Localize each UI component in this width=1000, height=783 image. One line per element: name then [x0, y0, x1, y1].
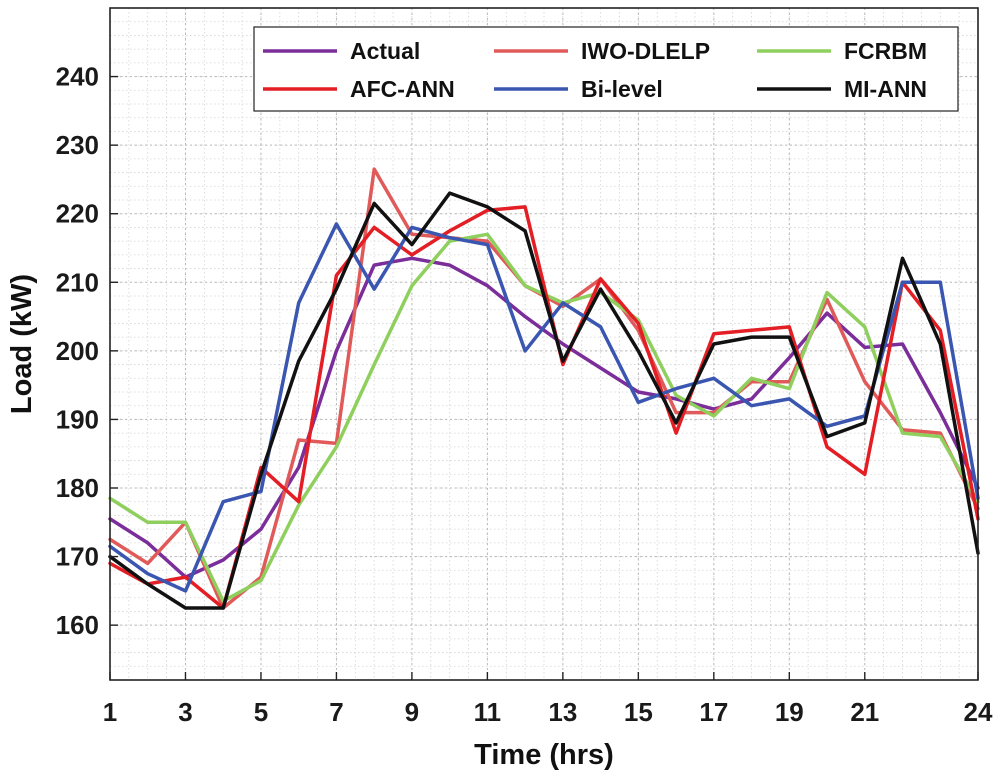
y-tick-label: 240	[56, 62, 99, 92]
series-layer	[108, 167, 980, 610]
ticks	[109, 75, 979, 680]
x-tick-label: 21	[850, 697, 879, 727]
legend-label-bi-level: Bi-level	[581, 76, 663, 102]
x-tick-label: 11	[474, 697, 502, 727]
x-tick-label: 15	[624, 697, 653, 727]
legend-label-iwo-dlelp: IWO-DLELP	[581, 38, 710, 64]
series-line-mi-ann	[108, 191, 980, 610]
y-tick-label: 220	[56, 199, 99, 229]
x-tick-label: 17	[699, 697, 728, 727]
y-tick-label: 230	[56, 130, 99, 160]
y-tick-label: 170	[56, 542, 99, 572]
legend-label-fcrbm: FCRBM	[844, 38, 927, 64]
legend: Actual IWO-DLELP FCRBM AFC-ANN Bi-level …	[253, 26, 959, 112]
y-tick-label: 190	[56, 404, 99, 434]
x-tick-label: 5	[254, 697, 268, 727]
x-tick-label: 13	[548, 697, 577, 727]
y-tick-label: 180	[56, 473, 99, 503]
y-tick-label: 200	[56, 336, 99, 366]
legend-label-actual: Actual	[350, 38, 420, 64]
x-tick-label: 7	[329, 697, 343, 727]
x-tick-label: 24	[964, 697, 993, 727]
y-axis-label: Load (kW)	[6, 274, 38, 414]
legend-box	[253, 26, 959, 112]
x-tick-label: 9	[405, 697, 419, 727]
x-tick-labels: 1 3 5 7 9 11 13 15 17 19 21 24	[103, 697, 993, 727]
y-tick-label: 210	[56, 267, 99, 297]
legend-label-mi-ann: MI-ANN	[844, 76, 927, 102]
x-tick-label: 1	[103, 697, 117, 727]
y-tick-labels: 160 170 180 190 200 210 220 230 240	[56, 62, 99, 641]
x-axis-label: Time (hrs)	[474, 739, 614, 771]
y-tick-label: 160	[56, 610, 99, 640]
legend-label-afc-ann: AFC-ANN	[350, 76, 455, 102]
plot-frame	[109, 7, 979, 681]
x-tick-label: 19	[775, 697, 804, 727]
series-line-actual	[108, 256, 980, 579]
x-tick-label: 3	[178, 697, 192, 727]
